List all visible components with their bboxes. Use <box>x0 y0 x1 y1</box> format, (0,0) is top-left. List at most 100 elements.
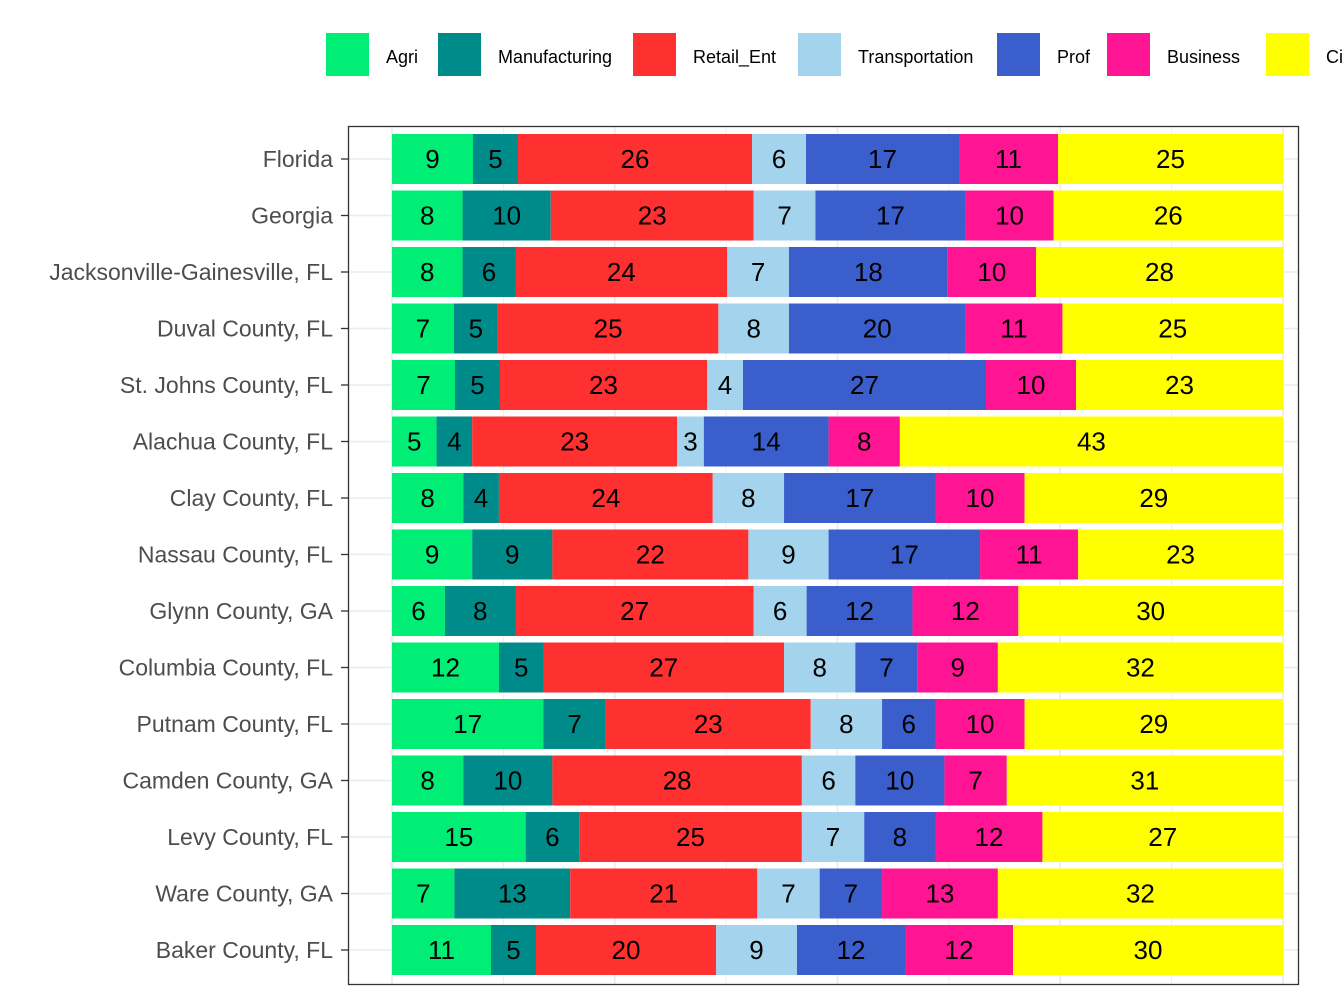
bar-agri-camden-county-ga <box>392 755 464 806</box>
data-label-agri-georgia: 8 <box>420 201 434 231</box>
bar-transportation-camden-county-ga <box>801 755 856 806</box>
bar-ci-jacksonville-gainesville-fl <box>1035 247 1283 297</box>
data-label-retail-ent-ware-county-ga: 21 <box>649 879 678 909</box>
bar-ci-clay-county-fl <box>1024 473 1283 523</box>
bar-agri-jacksonville-gainesville-fl <box>392 247 463 297</box>
bar-retail-ent-baker-county-fl <box>536 925 716 975</box>
data-label-agri-ware-county-ga: 7 <box>416 879 430 909</box>
data-label-manufacturing-jacksonville-gainesville-fl: 6 <box>482 257 496 287</box>
bar-ci-duval-county-fl <box>1062 303 1283 354</box>
legend-key-transportation <box>798 33 841 76</box>
bar-prof-ware-county-ga <box>819 868 883 919</box>
data-label-retail-ent-columbia-county-fl: 27 <box>649 653 678 683</box>
data-label-prof-florida: 17 <box>868 144 897 174</box>
y-tick-label-putnam-county-fl: Putnam County, FL <box>137 711 334 737</box>
data-label-manufacturing-camden-county-ga: 10 <box>493 766 522 796</box>
data-label-prof-alachua-county-fl: 14 <box>752 427 781 457</box>
data-label-ci-baker-county-fl: 30 <box>1134 935 1163 965</box>
bar-agri-levy-county-fl <box>392 812 526 862</box>
bar-manufacturing-putnam-county-fl <box>543 699 606 749</box>
bar-retail-ent-jacksonville-gainesville-fl <box>515 247 728 297</box>
bar-prof-duval-county-fl <box>788 303 966 354</box>
data-label-manufacturing-st-johns-county-fl: 5 <box>470 370 484 400</box>
data-label-agri-nassau-county-fl: 9 <box>425 540 439 570</box>
bar-transportation-glynn-county-ga <box>753 586 807 636</box>
bar-prof-camden-county-ga <box>855 755 945 806</box>
bar-retail-ent-clay-county-fl <box>498 473 713 523</box>
bar-ci-nassau-county-fl <box>1078 529 1283 580</box>
data-label-agri-columbia-county-fl: 12 <box>431 653 460 683</box>
data-label-manufacturing-levy-county-fl: 6 <box>545 822 559 852</box>
data-label-agri-clay-county-fl: 8 <box>420 483 434 513</box>
bar-prof-columbia-county-fl <box>855 642 918 693</box>
bar-prof-georgia <box>815 190 966 241</box>
bar-retail-ent-st-johns-county-fl <box>500 360 707 410</box>
bar-ci-florida <box>1058 134 1283 184</box>
bar-retail-ent-putnam-county-fl <box>605 699 811 749</box>
data-label-business-jacksonville-gainesville-fl: 10 <box>977 257 1006 287</box>
y-axis-labels: Florida Georgia Jacksonville-Gainesville, … <box>49 146 348 963</box>
y-tick-label-baker-county-fl: Baker County, FL <box>156 937 333 963</box>
data-label-prof-clay-county-fl: 17 <box>845 483 874 513</box>
data-label-prof-camden-county-ga: 10 <box>885 766 914 796</box>
data-label-business-levy-county-fl: 12 <box>975 822 1004 852</box>
bar-retail-ent-levy-county-fl <box>579 812 802 862</box>
data-label-retail-ent-glynn-county-ga: 27 <box>620 596 649 626</box>
data-label-prof-glynn-county-ga: 12 <box>845 596 874 626</box>
bar-business-st-johns-county-fl <box>986 360 1076 410</box>
bar-ci-georgia <box>1053 190 1283 241</box>
data-label-transportation-florida: 6 <box>772 144 786 174</box>
bar-business-levy-county-fl <box>935 812 1043 862</box>
y-tick-label-jacksonville-gainesville-fl: Jacksonville-Gainesville, FL <box>49 259 333 285</box>
bar-retail-ent-nassau-county-fl <box>552 529 749 580</box>
bar-transportation-baker-county-fl <box>716 925 797 975</box>
data-label-ci-glynn-county-ga: 30 <box>1136 596 1165 626</box>
data-label-prof-columbia-county-fl: 7 <box>879 653 893 683</box>
legend: Agri Manufacturing Retail_Ent Transportatio… <box>326 33 1343 76</box>
data-label-transportation-clay-county-fl: 8 <box>741 483 755 513</box>
bar-transportation-nassau-county-fl <box>748 529 829 580</box>
y-tick-label-camden-county-ga: Camden County, GA <box>122 768 333 794</box>
bar-agri-st-johns-county-fl <box>392 360 455 410</box>
bar-transportation-georgia <box>753 190 816 241</box>
bar-business-camden-county-ga <box>944 755 1007 806</box>
bar-agri-nassau-county-fl <box>392 529 473 580</box>
legend-label-manufacturing: Manufacturing <box>498 47 612 67</box>
bar-manufacturing-glynn-county-ga <box>444 586 516 636</box>
legend-key-prof <box>997 33 1040 76</box>
data-label-business-st-johns-county-fl: 10 <box>1017 370 1046 400</box>
bar-transportation-jacksonville-gainesville-fl <box>727 247 789 297</box>
bar-retail-ent-camden-county-ga <box>552 755 802 806</box>
data-label-prof-jacksonville-gainesville-fl: 18 <box>854 257 883 287</box>
legend-key-agri <box>326 33 369 76</box>
data-label-manufacturing-ware-county-ga: 13 <box>498 879 527 909</box>
data-label-manufacturing-putnam-county-fl: 7 <box>567 709 581 739</box>
bars: 9 5 26 6 17 11 258 10 23 7 17 10 268 6 24 7 18 10 287 5 25 8 2… <box>392 134 1283 975</box>
data-label-agri-florida: 9 <box>425 144 439 174</box>
bar-business-columbia-county-fl <box>917 642 998 693</box>
y-tick-label-ware-county-ga: Ware County, GA <box>155 881 333 907</box>
bar-agri-glynn-county-ga <box>392 586 445 636</box>
data-label-transportation-putnam-county-fl: 8 <box>839 709 853 739</box>
data-label-business-florida: 11 <box>995 144 1022 174</box>
data-label-manufacturing-columbia-county-fl: 5 <box>514 653 528 683</box>
data-label-prof-georgia: 17 <box>876 201 905 231</box>
data-label-retail-ent-camden-county-ga: 28 <box>663 766 692 796</box>
bar-business-putnam-county-fl <box>935 699 1025 749</box>
data-label-prof-nassau-county-fl: 17 <box>890 540 919 570</box>
bar-business-georgia <box>965 190 1054 241</box>
bar-manufacturing-alachua-county-fl <box>436 416 473 467</box>
data-label-transportation-nassau-county-fl: 9 <box>781 540 795 570</box>
bar-prof-nassau-county-fl <box>828 529 981 580</box>
plot-panel-border <box>347 125 1300 986</box>
data-label-business-georgia: 10 <box>995 201 1024 231</box>
bar-business-jacksonville-gainesville-fl <box>947 247 1036 297</box>
data-label-ci-duval-county-fl: 25 <box>1158 314 1187 344</box>
bar-prof-florida <box>806 134 959 184</box>
bar-transportation-st-johns-county-fl <box>707 360 743 410</box>
data-label-manufacturing-glynn-county-ga: 8 <box>473 596 487 626</box>
data-label-business-duval-county-fl: 11 <box>1000 314 1027 344</box>
data-label-retail-ent-nassau-county-fl: 22 <box>636 540 665 570</box>
bar-business-alachua-county-fl <box>828 416 900 467</box>
bar-retail-ent-glynn-county-ga <box>515 586 754 636</box>
